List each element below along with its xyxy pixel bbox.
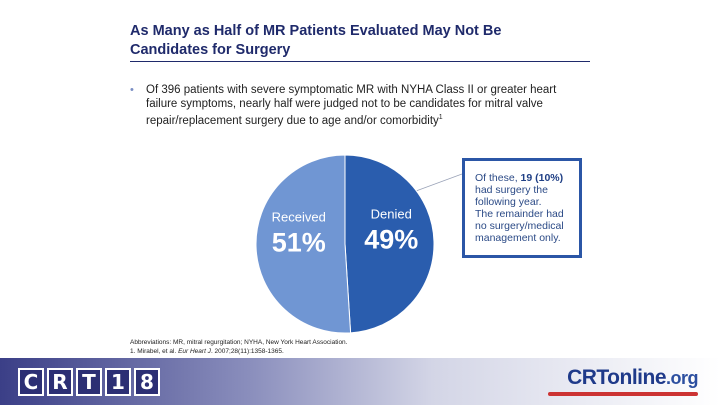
- reference-prefix: 1. Mirabel, et al.: [130, 348, 179, 355]
- callout-highlight: 19 (10%): [520, 172, 564, 184]
- pie-label-denied: Denied: [371, 207, 412, 222]
- callout-line-a: had surgery the following year.: [475, 184, 548, 208]
- reference-suffix: . 2007;28(11):1358-1365.: [210, 348, 284, 355]
- crt-logo-letter: R: [47, 368, 73, 396]
- pie-slice-denied: [344, 154, 435, 334]
- footer-bar: C R T 1 8 CRTonline.org: [0, 358, 720, 405]
- footnotes: Abbreviations: MR, mitral regurgitation;…: [130, 338, 590, 356]
- pie-labels: Denied 49% Received 51%: [272, 207, 419, 258]
- abbreviations-note: Abbreviations: MR, mitral regurgitation;…: [130, 339, 348, 346]
- crt-logo-letter: C: [18, 368, 44, 396]
- callout-box: Of these, 19 (10%) had surgery the follo…: [462, 158, 582, 258]
- bullet-superscript: 1: [438, 114, 443, 121]
- bullet-dot: •: [130, 84, 134, 96]
- pie-value-denied: 49%: [364, 225, 418, 255]
- pie-value-received: 51%: [272, 227, 326, 257]
- crtonline-tld: .org: [666, 368, 699, 388]
- slide-title: As Many as Half of MR Patients Evaluated…: [130, 22, 600, 60]
- crt18-logo[interactable]: C R T 1 8: [18, 368, 160, 396]
- bullet-text: Of 396 patients with severe symptomatic …: [146, 84, 557, 127]
- crt-logo-letter: 8: [134, 368, 160, 396]
- pie-label-received: Received: [272, 209, 326, 224]
- title-line-2: Candidates for Surgery: [130, 42, 291, 58]
- callout-line-b: The remainder had no surgery/medical man…: [475, 208, 564, 244]
- reference-journal: Eur Heart J: [178, 348, 211, 355]
- bullet-item: • Of 396 patients with severe symptomati…: [130, 84, 590, 128]
- callout-prefix: Of these,: [475, 172, 521, 184]
- bullet-list: • Of 396 patients with severe symptomati…: [130, 84, 590, 128]
- pie-slices: [255, 154, 435, 334]
- crt-logo-letter: T: [76, 368, 102, 396]
- title-line-1: As Many as Half of MR Patients Evaluated…: [130, 23, 502, 39]
- crtonline-swoosh: [548, 392, 698, 396]
- crtonline-main: CRTonline: [567, 366, 666, 389]
- pie-slice-received: [255, 154, 352, 334]
- crt-logo-letter: 1: [105, 368, 131, 396]
- crtonline-logo[interactable]: CRTonline.org: [567, 366, 698, 390]
- title-divider: [130, 61, 590, 62]
- reference-note: 1. Mirabel, et al. Eur Heart J. 2007;28(…: [130, 347, 590, 356]
